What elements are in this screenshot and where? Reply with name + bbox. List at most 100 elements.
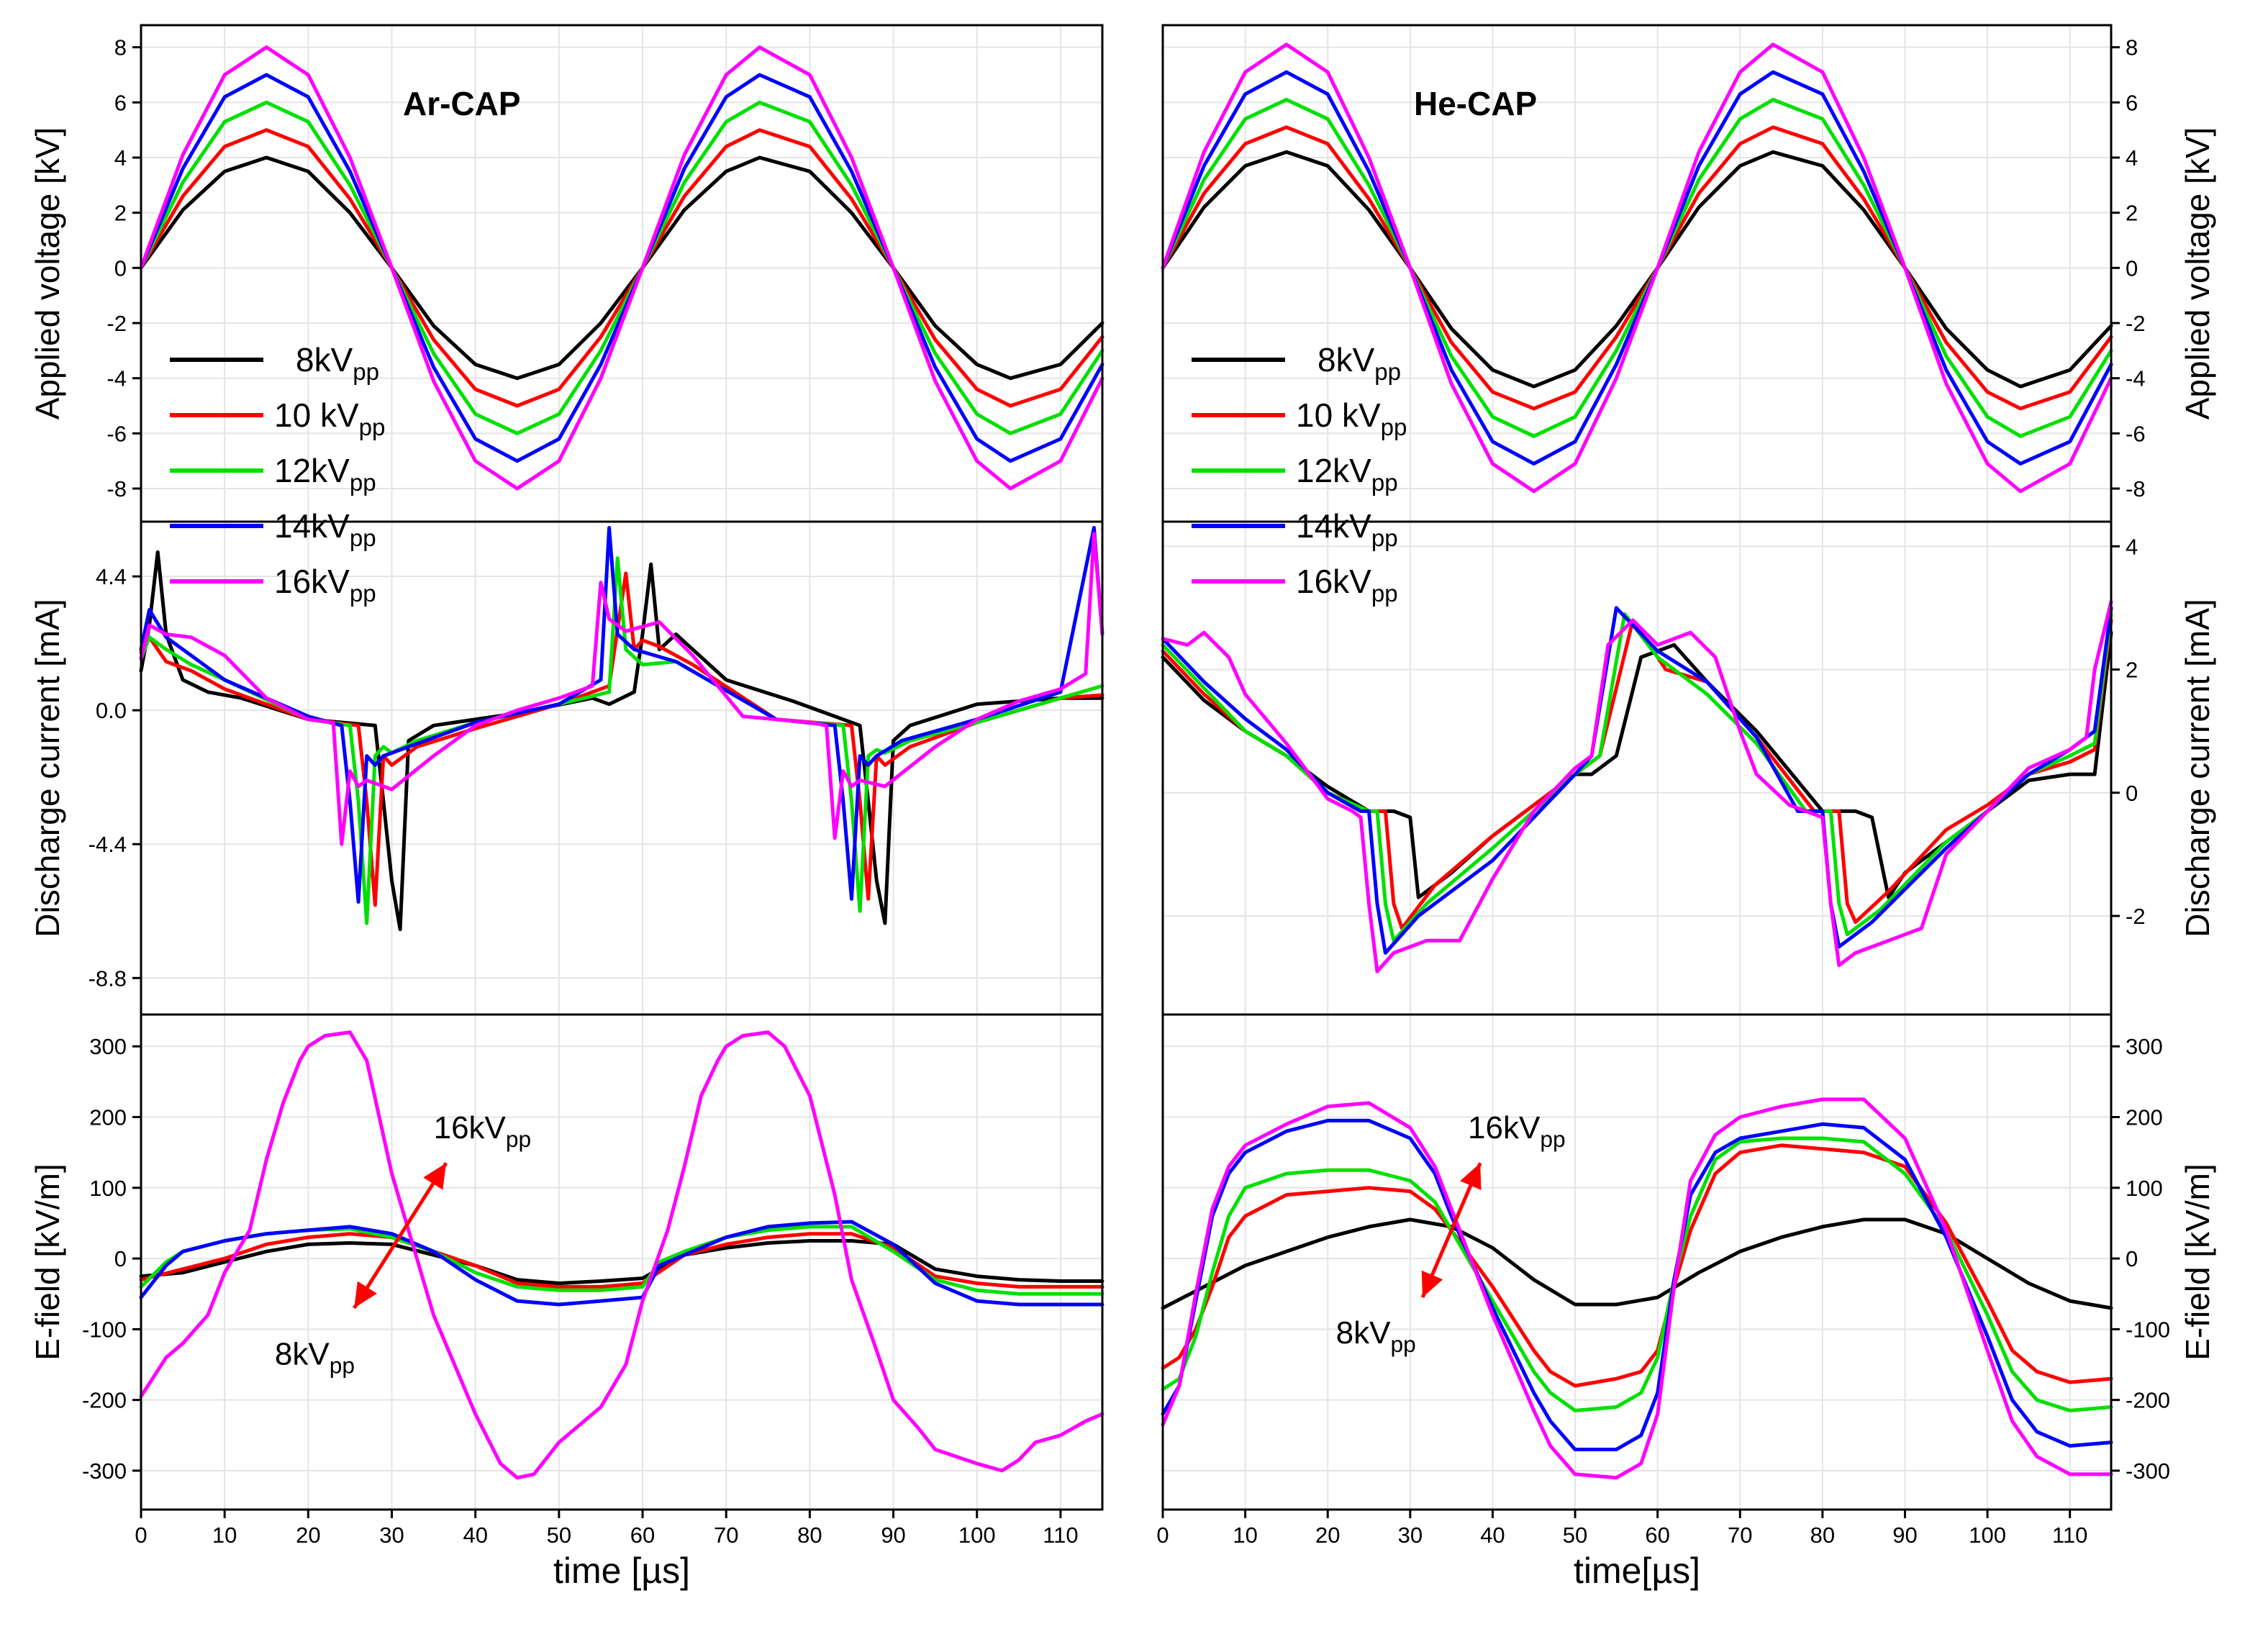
annotation-16kvpp-sub: pp <box>1540 1126 1565 1152</box>
y-tick-label: 6 <box>114 90 127 115</box>
legend-item-8kvpp-main: 8kV <box>1317 341 1375 378</box>
y-tick-label: 2 <box>114 201 127 226</box>
series-line-10kvpp <box>1161 125 2113 411</box>
y-tick-label: 0 <box>2126 255 2138 281</box>
series-line-10kvpp <box>139 128 1104 408</box>
plot-frame <box>140 1013 1104 1511</box>
y-tick-label: -2 <box>106 311 127 336</box>
x-tick-label: 70 <box>714 1523 738 1548</box>
legend-item-14kvpp-main: 14kV <box>1296 507 1371 545</box>
y-axis-title: Discharge current [mA] <box>2179 599 2216 937</box>
x-axis-title: time[µs] <box>1574 1551 1700 1591</box>
x-tick-label: 30 <box>1398 1523 1423 1548</box>
x-tick-label: 80 <box>797 1523 822 1548</box>
arrowhead-up <box>1460 1163 1482 1190</box>
legend-item-8kvpp-sub: pp <box>353 359 379 386</box>
legend-item-14kvpp-sub: pp <box>350 525 376 552</box>
y-axis-title: Applied voltage [kV] <box>29 127 66 420</box>
panel-title: He-CAP <box>1414 85 1537 122</box>
x-tick-label: 90 <box>1892 1523 1917 1548</box>
he-cap-panel-e-field-kv-m: 300 200 100 0 -100 -200 -300 E-field [kV/m] 16kV… <box>1161 1013 2216 1511</box>
series-line-8kvpp <box>139 1239 1104 1285</box>
y-tick-label: 8 <box>2126 35 2138 60</box>
y-tick-label: -8 <box>2126 476 2146 502</box>
legend-item-16kvpp-sub: pp <box>1371 581 1398 607</box>
series-line-16kvpp <box>139 1030 1104 1480</box>
series-line-16kvpp <box>139 45 1104 491</box>
y-tick-label: 8 <box>114 35 127 60</box>
x-tick-label: 20 <box>1315 1523 1340 1548</box>
legend-item-8kvpp-sub: pp <box>1374 359 1401 386</box>
y-tick-label: 0.0 <box>96 698 127 723</box>
y-tick-label: -200 <box>2126 1388 2170 1413</box>
legend-item-14kvpp: 14kVpp <box>274 507 376 552</box>
y-tick-label: -200 <box>82 1388 127 1413</box>
y-tick-label: 4 <box>2126 145 2138 171</box>
ar-cap-panel-applied-voltage-kv: 8 6 4 2 0 -2 -4 -6 -8 Applied voltage [kV] <box>29 24 1104 523</box>
legend-item-8kvpp-main: 8kV <box>296 341 353 378</box>
legend-item-12kvpp-sub: pp <box>1371 470 1398 496</box>
legend-item-10-kvpp-main: 10 kV <box>274 396 359 434</box>
legend-item-16kvpp: 16kVpp <box>1296 563 1398 607</box>
x-tick-label: 110 <box>1043 1523 1078 1548</box>
y-tick-label: 300 <box>89 1034 127 1059</box>
y-axis-title: Discharge current [mA] <box>29 599 66 937</box>
x-tick-label: 80 <box>1810 1523 1835 1548</box>
y-axis-title: Applied voltage [kV] <box>2179 127 2216 420</box>
x-tick-label: 20 <box>296 1523 320 1548</box>
legend-item-8kvpp: 8kVpp <box>1317 341 1401 386</box>
y-tick-label: -6 <box>106 421 127 446</box>
x-tick-label: 60 <box>630 1523 655 1548</box>
series-line-14kvpp <box>139 1220 1104 1307</box>
y-tick-label: -2 <box>2126 904 2146 929</box>
y-tick-label: -100 <box>82 1317 127 1342</box>
legend-item-16kvpp-main: 16kV <box>274 563 350 600</box>
legend-item-14kvpp: 14kVpp <box>1296 507 1398 552</box>
legend-item-10-kvpp: 10 kVpp <box>274 396 385 441</box>
legend-item-12kvpp-sub: pp <box>350 470 376 496</box>
annotation-16kvpp-sub: pp <box>506 1126 531 1152</box>
legend-item-10-kvpp-sub: pp <box>1381 414 1407 441</box>
legend-item-12kvpp: 12kVpp <box>1296 452 1398 496</box>
series-line-14kvpp <box>1161 70 2113 466</box>
annotation-8kvpp: 8kVpp <box>275 1337 355 1379</box>
y-tick-label: 2 <box>2126 201 2138 226</box>
series-line-12kvpp <box>139 100 1104 435</box>
series-line-12kvpp <box>1161 98 2113 438</box>
y-tick-label: 4.4 <box>96 564 127 589</box>
x-tick-label: 50 <box>1563 1523 1587 1548</box>
x-tick-label: 70 <box>1728 1523 1752 1548</box>
x-tick-label: 50 <box>547 1523 571 1548</box>
legend-item-16kvpp-main: 16kV <box>1296 563 1371 600</box>
legend-item-16kvpp: 16kVpp <box>274 563 376 607</box>
legend-item-8kvpp: 8kVpp <box>296 341 379 386</box>
x-tick-label: 40 <box>1480 1523 1505 1548</box>
y-tick-label: -100 <box>2126 1317 2170 1342</box>
series-line-8kvpp <box>139 155 1104 381</box>
series-line-16kvpp <box>1161 1097 2113 1480</box>
y-tick-label: 200 <box>2126 1105 2163 1130</box>
annotation-16kvpp-main: 16kV <box>434 1110 507 1145</box>
series-line-14kvpp <box>1161 1118 2113 1451</box>
y-tick-label: 4 <box>114 145 127 171</box>
annotation-8kvpp-sub: pp <box>1391 1331 1416 1357</box>
y-tick-label: -4.4 <box>89 832 127 857</box>
arrowhead-up <box>423 1163 447 1190</box>
legend-item-12kvpp: 12kVpp <box>274 452 376 496</box>
y-tick-label: 200 <box>89 1105 127 1130</box>
annotation-16kvpp-main: 16kV <box>1468 1110 1541 1145</box>
y-tick-label: 4 <box>2126 534 2138 559</box>
plot-frame <box>140 24 1104 523</box>
legend-item-14kvpp-sub: pp <box>1371 525 1398 552</box>
y-tick-label: 100 <box>2126 1176 2163 1201</box>
x-tick-label: 40 <box>463 1523 487 1548</box>
series-line-12kvpp <box>1161 612 2113 943</box>
y-tick-label: -4 <box>2126 366 2146 391</box>
y-tick-label: -300 <box>82 1458 127 1484</box>
annotation-16kvpp: 16kVpp <box>434 1110 532 1152</box>
